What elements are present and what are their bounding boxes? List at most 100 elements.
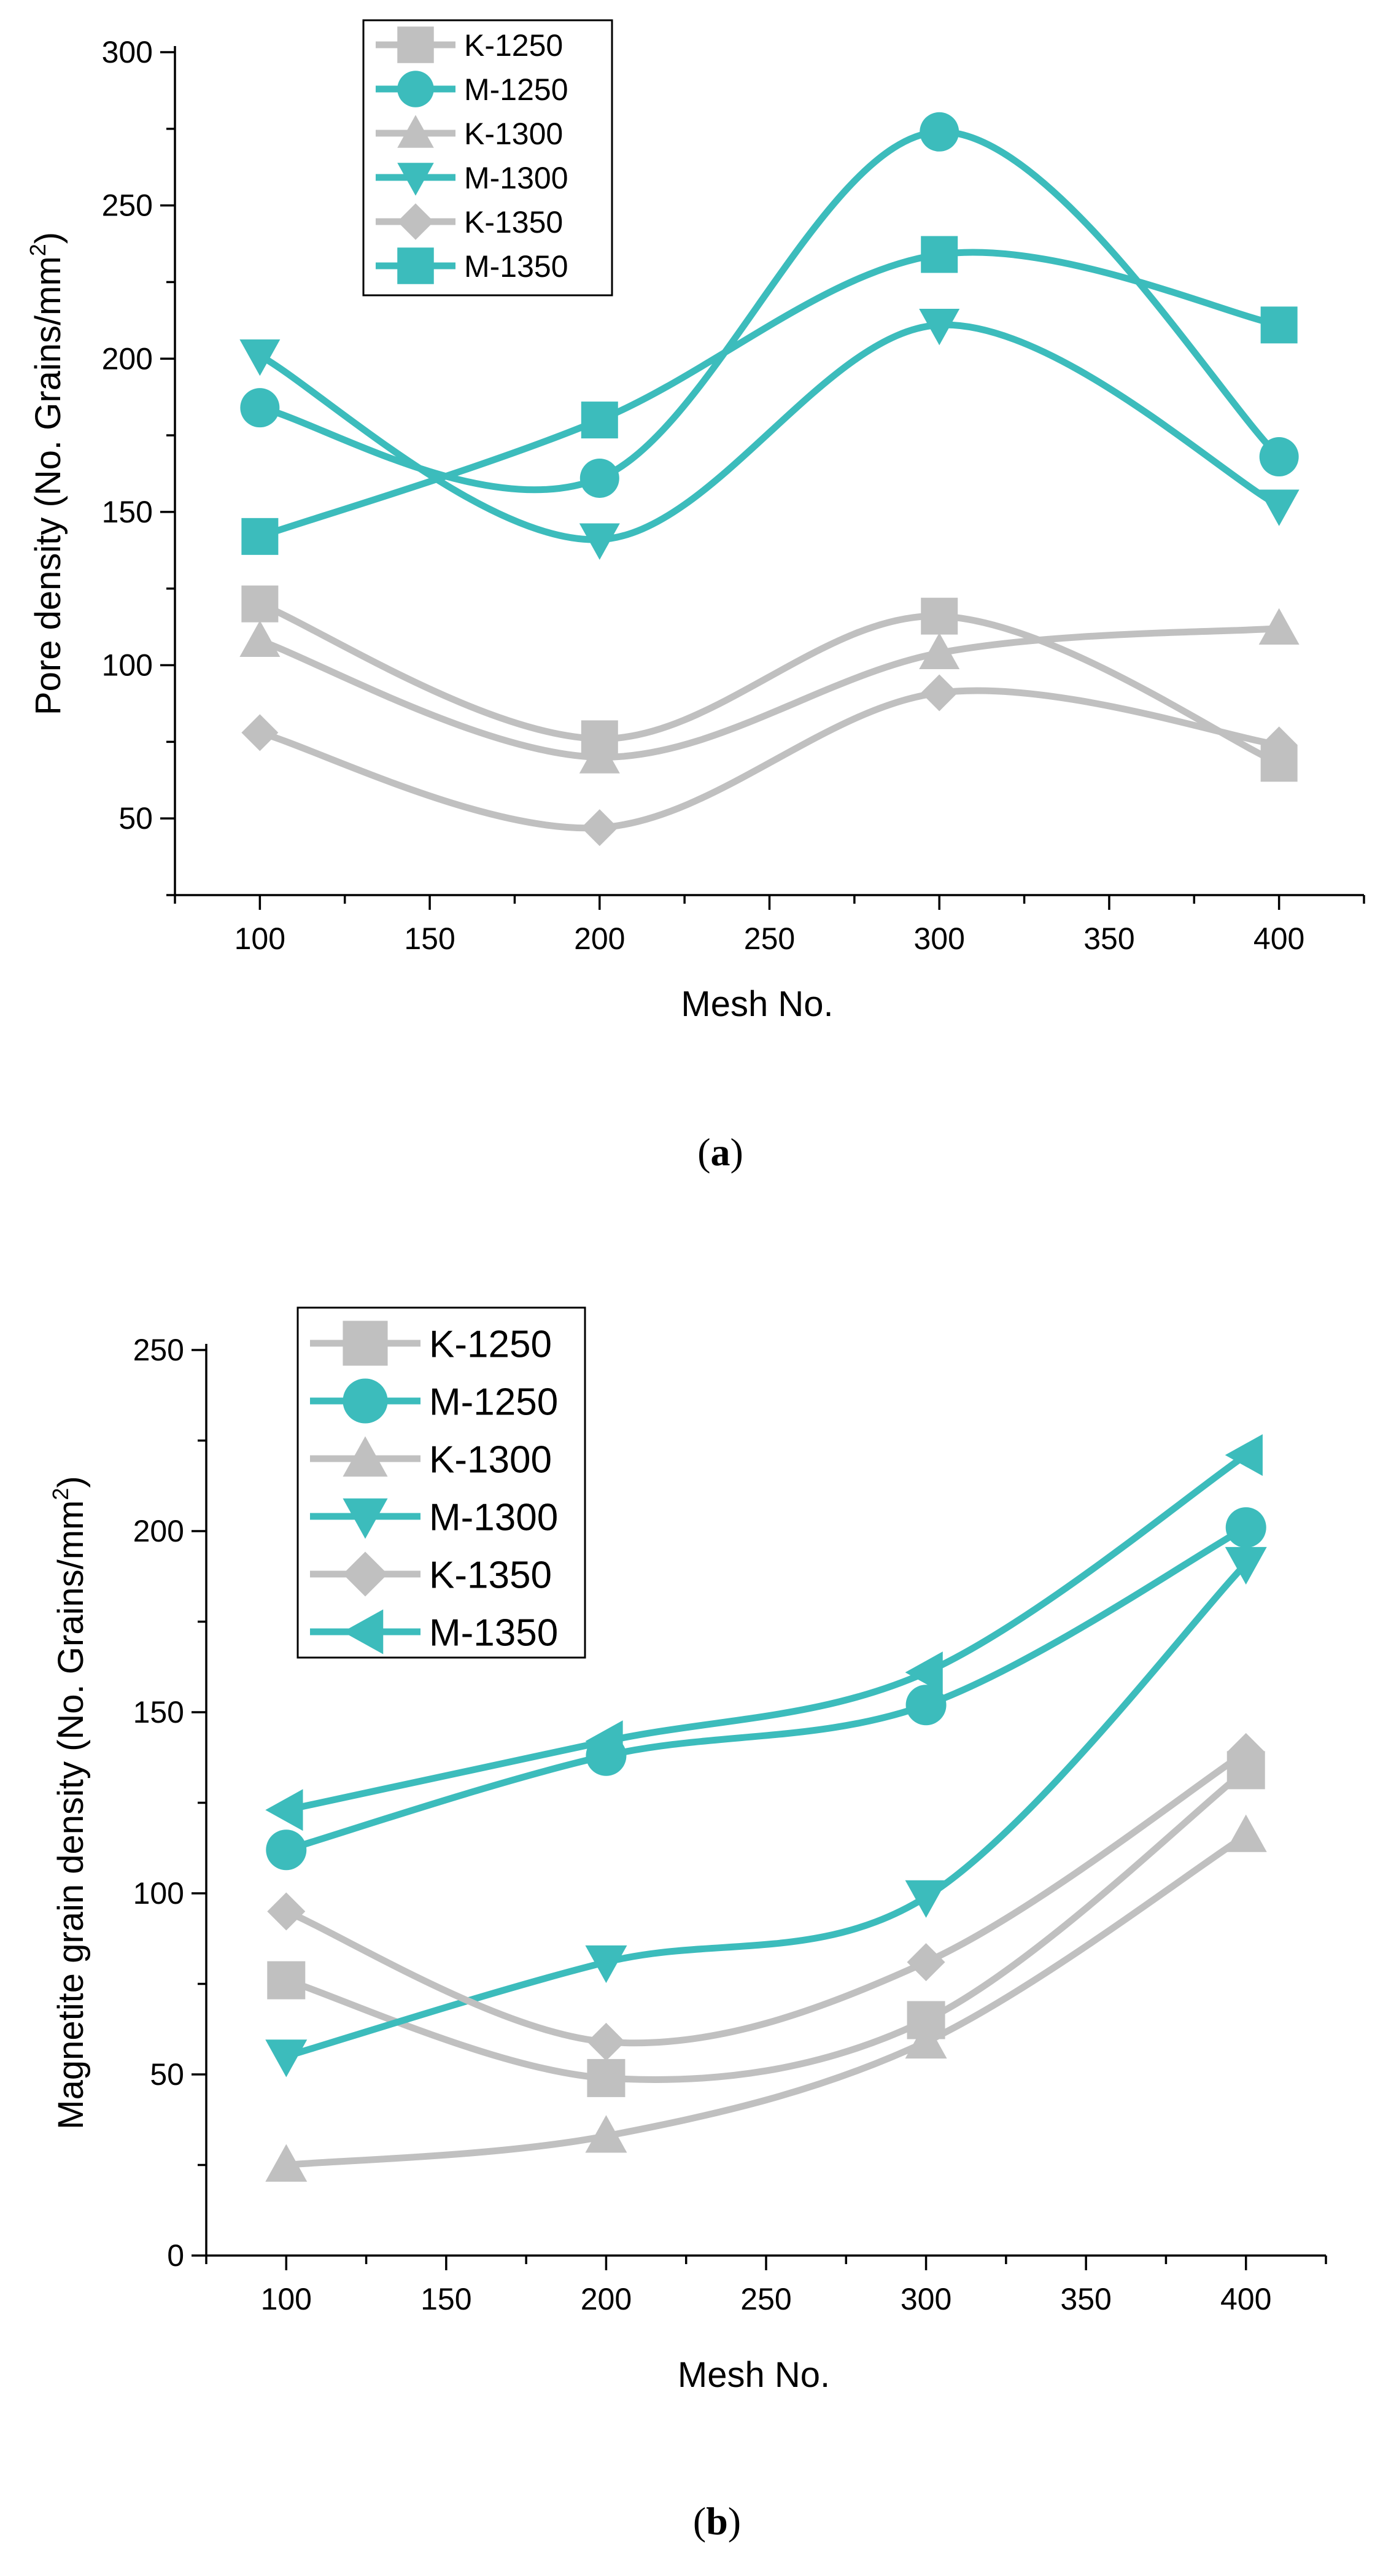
data-point-m-1350-300 <box>921 236 958 273</box>
data-point-k-1300-100 <box>239 620 281 658</box>
legend-marker-k-1300 <box>343 1436 388 1477</box>
data-point-k-1250-200 <box>587 2058 626 2097</box>
data-point-m-1300-400 <box>1258 489 1300 526</box>
data-point-m-1350-200 <box>585 1720 623 1763</box>
data-point-k-1350-100 <box>267 1892 306 1931</box>
legend-marker-k-1350 <box>397 203 434 240</box>
legend-label-m-1350: M-1350 <box>429 1612 558 1654</box>
x-tick-label: 200 <box>574 921 625 956</box>
legend: K-1250 M-1250 K-1300 M-1300 K-1350 M-1350 <box>362 19 613 297</box>
data-point-m-1300-100 <box>239 339 281 376</box>
data-point-m-1250-400 <box>1225 1507 1266 1548</box>
series-line-k-1350 <box>256 687 1283 832</box>
figure-caption: (b) <box>693 2499 741 2543</box>
y-tick-label: 200 <box>102 341 153 376</box>
x-tick-label: 250 <box>744 921 795 956</box>
x-tick-label: 150 <box>420 2282 471 2316</box>
caption-open-paren: ( <box>697 1130 710 1174</box>
caption-open-paren: ( <box>693 2499 706 2543</box>
series-line-m-1300 <box>256 321 1283 543</box>
y-tick-label: 100 <box>102 648 153 683</box>
legend-label-k-1250: K-1250 <box>429 1323 552 1365</box>
legend-label-k-1350: K-1350 <box>429 1554 552 1596</box>
x-tick-label: 400 <box>1253 921 1304 956</box>
caption-close-paren: ) <box>728 2499 741 2543</box>
data-point-m-1250-300 <box>905 1685 947 1726</box>
y-tick-label: 250 <box>102 188 153 223</box>
series-line-m-1250 <box>282 1524 1250 1853</box>
data-point-m-1250-200 <box>579 458 619 498</box>
data-point-m-1350-200 <box>581 402 618 439</box>
legend: K-1250 M-1250 K-1300 M-1300 K-1350 M-1350 <box>296 1306 586 1659</box>
y-tick-label: 0 <box>167 2238 184 2273</box>
legend-marker-m-1250 <box>397 71 434 107</box>
data-point-k-1300-200 <box>585 2115 627 2153</box>
data-point-k-1300-400 <box>1258 608 1300 645</box>
y-tick-label: 50 <box>118 801 153 836</box>
data-point-k-1350-400 <box>1226 1732 1265 1771</box>
data-point-m-1250-100 <box>240 388 280 428</box>
legend-label-k-1300: K-1300 <box>429 1438 552 1481</box>
series-line-k-1250 <box>256 600 1283 767</box>
data-point-m-1300-200 <box>585 1945 627 1984</box>
data-point-m-1300-200 <box>579 523 620 560</box>
figure-caption: (a) <box>697 1130 743 1174</box>
y-axis-title-sup: 2 <box>48 1488 73 1500</box>
y-tick-label: 300 <box>102 35 153 69</box>
series-line-m-1350 <box>282 1451 1250 1814</box>
y-axis-title-close: ) <box>51 1476 91 1488</box>
legend-label-m-1250: M-1250 <box>429 1381 558 1423</box>
series-line-k-1300 <box>256 625 1283 761</box>
series-line-m-1350 <box>256 249 1283 540</box>
x-tick-label: 350 <box>1083 921 1134 956</box>
data-point-k-1250-100 <box>267 1961 306 2000</box>
data-point-k-1350-300 <box>907 1943 945 1982</box>
data-point-k-1250-300 <box>921 597 958 635</box>
x-tick-label: 250 <box>740 2282 791 2316</box>
chart-magnetite-grain-density: 100 150 200 250 300 350 400 0 50 100 150 200 250 Mesh… <box>48 1306 1327 2543</box>
y-axis-title-main: Magnetite grain density (No. Grains/mm <box>51 1500 91 2130</box>
y-tick-label: 200 <box>133 1514 184 1548</box>
legend-marker-m-1250 <box>343 1378 388 1424</box>
data-point-m-1350-100 <box>265 1789 303 1831</box>
series-line-k-1300 <box>282 1832 1250 2168</box>
y-axis-title-sup: 2 <box>25 244 50 256</box>
data-point-k-1300-300 <box>919 632 960 669</box>
data-point-k-1250-100 <box>241 585 279 623</box>
x-tick-label: 150 <box>404 921 455 956</box>
x-tick-label: 350 <box>1060 2282 1111 2316</box>
x-axis-title: Mesh No. <box>681 984 833 1024</box>
x-tick-label: 300 <box>913 921 964 956</box>
legend-marker-k-1250 <box>343 1321 388 1366</box>
data-point-k-1350-100 <box>241 714 279 751</box>
data-point-k-1300-300 <box>905 2020 947 2059</box>
data-point-m-1350-100 <box>241 518 279 555</box>
x-tick-label: 400 <box>1220 2282 1271 2316</box>
caption-letter: b <box>706 2499 728 2543</box>
legend-marker-k-1350 <box>343 1551 388 1597</box>
data-point-k-1350-300 <box>921 674 958 712</box>
y-tick-label: 150 <box>102 495 153 529</box>
series-line-k-1250 <box>282 1766 1250 2083</box>
y-tick-label: 50 <box>150 2057 184 2092</box>
data-point-m-1350-300 <box>905 1651 943 1694</box>
legend-label-m-1300: M-1300 <box>429 1496 558 1538</box>
data-point-m-1250-300 <box>920 112 959 152</box>
data-point-m-1300-400 <box>1225 1546 1267 1585</box>
caption-close-paren: ) <box>730 1130 743 1174</box>
legend-marker-m-1350 <box>343 1609 384 1655</box>
caption-letter: a <box>711 1130 730 1174</box>
data-point-m-1300-100 <box>265 2039 308 2077</box>
legend-label-k-1350: K-1350 <box>464 205 563 239</box>
data-point-k-1350-200 <box>587 2022 626 2061</box>
data-point-m-1350-400 <box>1260 306 1298 344</box>
legend-label-m-1350: M-1350 <box>464 249 568 284</box>
legend-label-k-1250: K-1250 <box>464 28 563 63</box>
x-tick-label: 300 <box>901 2282 951 2316</box>
data-point-m-1350-400 <box>1225 1434 1263 1476</box>
legend-label-m-1300: M-1300 <box>464 161 568 195</box>
y-tick-label: 250 <box>133 1333 184 1367</box>
x-tick-label: 100 <box>234 921 285 956</box>
y-axis-title-close: ) <box>28 232 68 244</box>
